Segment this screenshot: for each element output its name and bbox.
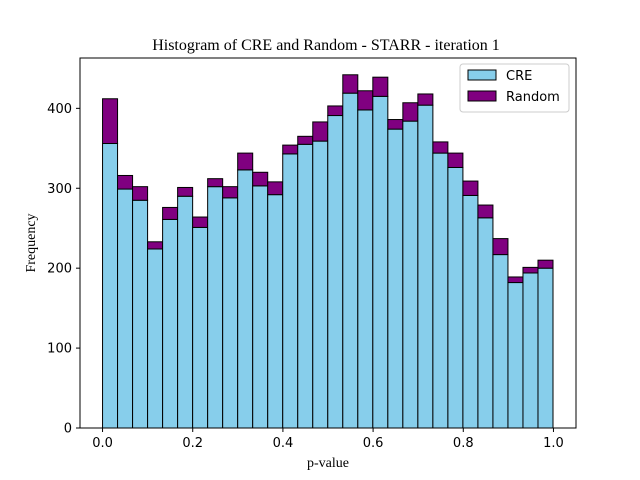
cre-bar [102,143,119,429]
random-bar [537,259,554,269]
random-bar [102,98,119,145]
x-tick-label: 0.2 [182,436,203,451]
cre-bar [312,140,329,429]
cre-bar [342,92,359,429]
random-bar [132,186,149,201]
random-bar [147,241,164,250]
cre-bar [132,199,149,429]
random-bar [342,74,359,94]
y-axis-ticks: 0 100 200 300 400 [47,102,80,437]
random-bar [417,93,434,106]
cre-bar [357,109,374,429]
cre-bar [162,218,179,429]
random-bar [222,186,239,199]
x-tick-label: 0.0 [92,436,113,451]
random-bar [252,171,269,187]
random-bar [282,144,299,155]
y-tick-label: 200 [47,262,72,277]
random-bar [117,174,134,190]
cre-bar [402,120,419,429]
cre-bar [432,152,449,429]
cre-bar [477,217,494,429]
legend-label: Random [506,90,560,105]
random-bar [477,204,494,219]
random-bar [402,102,419,122]
cre-bar [537,267,554,429]
bars-group [102,74,554,429]
cre-bar [327,115,344,429]
random-bar [522,266,539,274]
random-bar [492,238,509,256]
random-bar [387,119,404,130]
cre-bar [387,128,404,429]
cre-bar [372,95,389,429]
y-tick-label: 400 [47,102,72,117]
random-bar [327,105,344,117]
random-bar [462,180,479,196]
random-bar [237,152,254,171]
x-axis-label: p-value [307,456,349,471]
x-axis-ticks: 0.0 0.2 0.4 0.6 0.8 1.0 [92,428,564,451]
legend: CRE Random [459,63,570,113]
x-tick-label: 0.6 [363,436,384,451]
cre-bar [282,153,299,429]
cre-bar [417,104,434,429]
random-bar [207,178,224,188]
cre-bar [207,186,224,429]
cre-bar [267,194,284,429]
cre-bar [237,169,254,429]
x-tick-label: 0.8 [453,436,474,451]
random-bar [432,141,449,154]
cre-bar [447,166,464,429]
cre-bar [522,272,539,429]
cre-bar [252,185,269,429]
cre-bar [507,282,524,429]
random-bar [192,216,209,228]
random-bar [162,206,179,220]
plot-frame [79,57,577,429]
chart-title: Histogram of CRE and Random - STARR - it… [152,37,500,54]
legend-swatch [467,69,497,81]
cre-bar [177,195,194,429]
legend-swatch [467,90,497,102]
legend-label: CRE [506,69,532,84]
cre-bar [297,143,314,429]
random-bar [357,90,374,111]
random-bar [297,135,314,145]
y-axis-label: Frequency [24,213,39,272]
y-tick-label: 300 [47,182,72,197]
y-tick-label: 100 [47,342,72,357]
y-tick-label: 0 [64,422,72,437]
cre-bar [147,248,164,429]
random-bar [267,181,284,196]
random-bar [372,76,389,97]
random-bar [447,152,464,168]
cre-bar [492,254,509,429]
cre-bar [462,194,479,429]
random-bar [507,276,524,284]
cre-bar [222,197,239,429]
cre-bar [192,226,209,429]
x-tick-label: 1.0 [543,436,564,451]
random-bar [177,186,194,197]
random-bar [312,121,329,142]
cre-bar [117,188,134,429]
x-tick-label: 0.4 [273,436,294,451]
